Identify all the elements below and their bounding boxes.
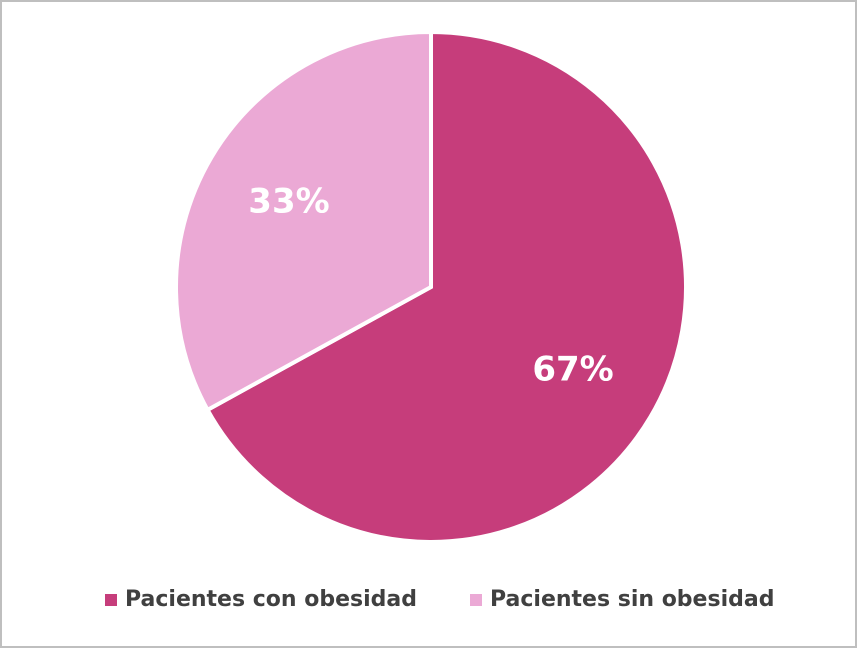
pie-slice — [174, 29, 433, 413]
legend-swatch — [105, 594, 117, 606]
legend-label: Pacientes con obesidad — [125, 587, 417, 612]
data-label: 33% — [248, 182, 329, 222]
legend-swatch — [470, 594, 482, 606]
pie-slice — [204, 29, 688, 544]
legend-label: Pacientes sin obesidad — [490, 587, 774, 612]
data-label: 67% — [532, 349, 613, 389]
